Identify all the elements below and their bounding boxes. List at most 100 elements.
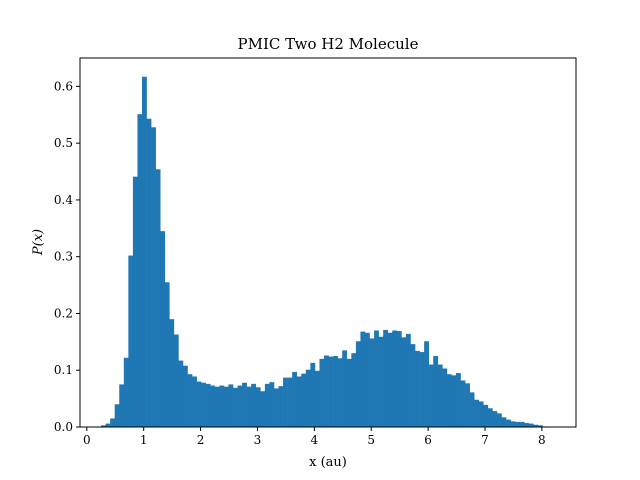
y-axis-ticks: 0.0 0.1 0.2 0.3 0.4 0.5 0.6 [54,79,80,434]
x-tick-label: 2 [197,433,205,447]
x-tick-label: 5 [367,433,375,447]
histogram-bar [492,411,498,427]
histogram-bar [305,369,311,427]
histogram-bar [446,374,452,427]
histogram-bar [151,127,156,427]
histogram-bar [205,383,211,427]
histogram-bar [460,380,466,427]
histogram-bar [287,377,293,427]
x-tick-label: 0 [83,433,91,447]
histogram-bar [437,364,443,427]
histogram-bar [132,176,138,427]
histogram-bar [405,333,411,427]
histogram-bar [187,374,193,427]
histogram-bar [528,423,534,427]
histogram-bar [260,391,266,427]
histogram-bar [374,330,379,427]
histogram-bar [110,418,115,427]
histogram-bar [364,332,370,427]
histogram-bar [319,358,325,427]
histogram-bar [333,356,338,427]
histogram-bar [533,424,539,427]
histogram-bar [433,356,439,427]
histogram-bar [223,386,229,427]
histogram-bar [524,423,530,427]
histogram-bar [428,364,434,427]
histogram-bar [342,350,348,427]
histogram-bar [201,382,207,427]
histogram-bar [278,386,284,427]
chart-title: PMIC Two H2 Molecule [238,35,419,53]
histogram-bar [469,392,475,427]
histogram-bar [269,382,275,427]
y-tick-label: 0.4 [54,193,73,207]
histogram-bar [114,404,120,427]
x-tick-label: 7 [481,433,489,447]
histogram-bar [233,387,238,427]
histogram-bar [415,350,420,427]
histogram-bar [401,337,407,427]
histogram-bar [301,373,307,427]
histogram-bar [164,282,170,427]
histogram-bar [419,352,425,427]
histogram-bar [519,421,525,427]
histogram-bar [251,383,257,427]
histogram-bar [178,360,184,427]
histogram-bar [478,401,484,427]
histogram-bar [119,384,125,427]
histogram-bar [465,383,470,427]
histogram-bar [483,404,489,427]
histogram-bars [101,76,548,428]
histogram-bar [506,419,511,427]
x-tick-label: 4 [311,433,319,447]
histogram-bar [173,334,179,427]
histogram-bar [146,118,152,428]
histogram-bar [369,338,375,427]
histogram-bar [228,384,234,427]
histogram-bar [537,425,543,427]
histogram-bar [496,413,502,427]
histogram-bar [378,336,384,427]
histogram-bar [410,344,416,427]
histogram-bar [351,353,357,427]
histogram-bar [310,362,316,427]
histogram-bar [155,169,161,427]
histogram-bar [123,357,129,427]
histogram-bar [255,387,261,427]
histogram-bar [442,368,448,427]
histogram-bar [128,255,134,427]
histogram-bar [246,386,252,427]
histogram-bar [451,375,457,427]
x-axis-label: x (au) [309,455,347,470]
histogram-bar [455,373,461,427]
histogram-bar [105,423,111,427]
histogram-bar [383,329,389,427]
histogram-bar [328,356,334,427]
y-tick-label: 0.1 [54,363,73,377]
histogram-bar [314,370,320,427]
histogram-bar [210,385,216,427]
histogram-bar [424,341,429,427]
histogram-bar [474,399,480,427]
x-tick-label: 6 [424,433,432,447]
histogram-bar [192,376,197,427]
histogram-bar [346,358,352,427]
x-tick-label: 1 [140,433,148,447]
histogram-bar [264,383,270,427]
histogram-bar [387,332,393,427]
histogram-bar [237,385,243,427]
histogram-bar [355,341,361,427]
histogram-bar [515,421,520,427]
histogram-bar [273,388,279,427]
y-axis-label: P(x) [31,229,46,256]
histogram-bar [396,331,402,427]
plot-frame [79,57,577,428]
histogram-bar [487,408,493,427]
histogram-bar [337,358,343,427]
histogram-bar [101,425,106,427]
histogram-bar [160,231,166,427]
histogram-bar [324,355,329,427]
histogram-bar [196,381,202,427]
histogram-bar [242,382,247,427]
